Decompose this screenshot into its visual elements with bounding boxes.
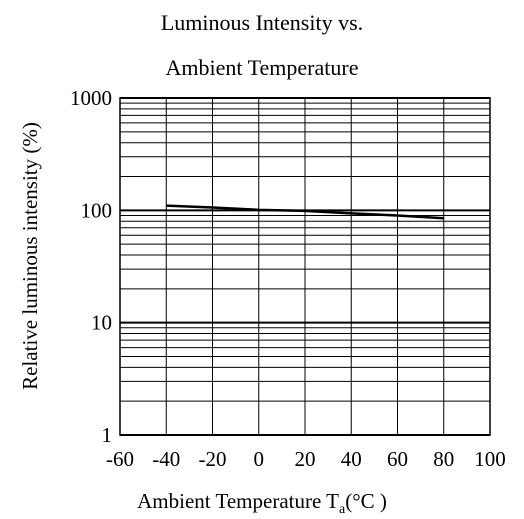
y-axis-label: Relative luminous intensity (%)	[18, 122, 42, 390]
series-layer	[166, 204, 444, 220]
chart-title: Luminous Intensity vs. Ambient Temperatu…	[161, 10, 363, 80]
y-tick-label: 1	[102, 423, 113, 447]
x-axis-label: Ambient Temperature Ta(°C )	[137, 489, 387, 517]
y-tick-label: 1000	[70, 86, 112, 110]
x-tick-label: 0	[254, 447, 265, 471]
series-line	[166, 204, 444, 220]
x-tick-label: 60	[387, 447, 408, 471]
chart-title-line-1: Luminous Intensity vs.	[161, 10, 363, 35]
x-tick-labels: -60 -40 -20 0 20 40 60 80 100	[106, 447, 506, 471]
x-tick-label: 80	[433, 447, 454, 471]
major-gridlines	[119, 97, 491, 436]
chart-title-line-2: Ambient Temperature	[166, 55, 359, 80]
y-tick-label: 10	[91, 311, 112, 335]
y-tick-label: 100	[81, 198, 113, 222]
y-tick-labels: 1 10 100 1000	[70, 86, 112, 447]
x-axis-label-main: Ambient Temperature T	[137, 489, 339, 513]
x-axis-label-unit: (°C )	[345, 489, 387, 513]
x-tick-label: -60	[106, 447, 134, 471]
x-tick-label: 20	[295, 447, 316, 471]
x-tick-label: -20	[199, 447, 227, 471]
x-tick-label: 40	[341, 447, 362, 471]
plot-frame	[119, 97, 491, 436]
x-axis-label-subscript: a	[339, 502, 346, 517]
x-tick-label: 100	[474, 447, 506, 471]
x-tick-label: -40	[152, 447, 180, 471]
